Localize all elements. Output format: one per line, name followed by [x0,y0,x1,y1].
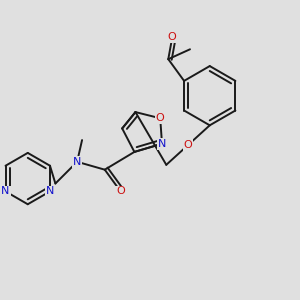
Text: N: N [46,186,54,197]
Text: N: N [1,186,10,197]
Text: N: N [158,139,166,149]
Text: O: O [116,186,125,197]
Text: N: N [73,157,81,167]
Text: O: O [156,113,165,123]
Text: O: O [168,32,177,42]
Text: O: O [184,140,192,150]
